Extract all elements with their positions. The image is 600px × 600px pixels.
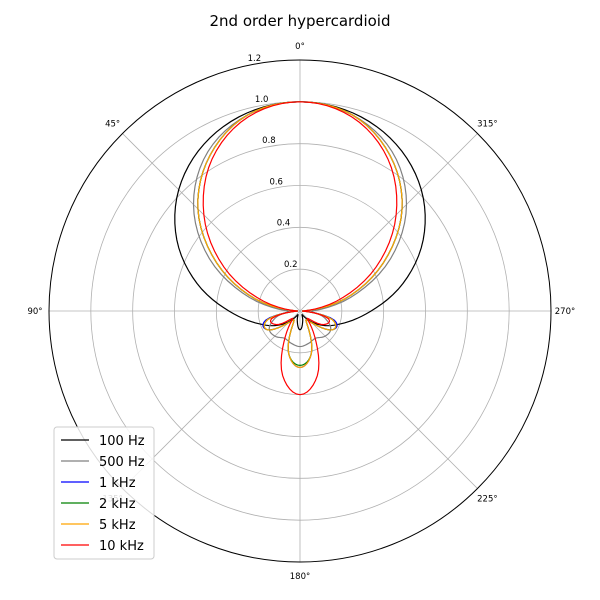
legend-label: 5 kHz	[99, 518, 136, 533]
angle-tick-label: 315°	[477, 120, 497, 130]
legend-box	[53, 426, 155, 560]
angle-gridline	[299, 133, 478, 312]
legend: 100 Hz 500 Hz 1 kHz 2 kHz 5 kHz 10 kHz	[53, 426, 155, 560]
legend-label: 2 kHz	[99, 497, 136, 512]
radial-tick-labels: 0.2 0.4 0.6 0.8 1.0 1.2	[248, 54, 298, 270]
angle-tick-label: 0°	[295, 42, 305, 52]
radial-tick-label: 0.6	[269, 177, 283, 187]
radial-tick-label: 1.2	[248, 54, 262, 64]
series-line-500-hz	[192, 101, 408, 348]
angle-tick-label: 180°	[290, 572, 310, 582]
legend-label: 500 Hz	[99, 455, 145, 470]
angle-gridline	[122, 133, 301, 312]
angle-tick-label: 45°	[105, 120, 120, 130]
radial-tick-label: 0.2	[284, 260, 298, 270]
legend-label: 10 kHz	[99, 539, 144, 554]
series-line-10-khz	[202, 101, 398, 396]
polar-frame	[48, 59, 552, 563]
series-line-5-khz	[197, 101, 403, 369]
series-layer	[174, 101, 426, 396]
series-line-100-hz	[174, 101, 426, 331]
angle-gridline	[299, 310, 478, 489]
legend-label: 1 kHz	[99, 476, 136, 491]
radial-tick-label: 0.8	[262, 136, 276, 146]
radial-tick-label: 1.0	[255, 95, 269, 105]
angle-tick-label: 90°	[27, 307, 42, 317]
angle-tick-label: 270°	[555, 307, 575, 317]
angle-tick-label: 225°	[477, 494, 497, 504]
legend-label: 100 Hz	[99, 434, 145, 449]
polar-grid	[48, 59, 552, 563]
chart-title: 2nd order hypercardioid	[210, 12, 391, 30]
radial-tick-label: 0.4	[277, 219, 291, 229]
